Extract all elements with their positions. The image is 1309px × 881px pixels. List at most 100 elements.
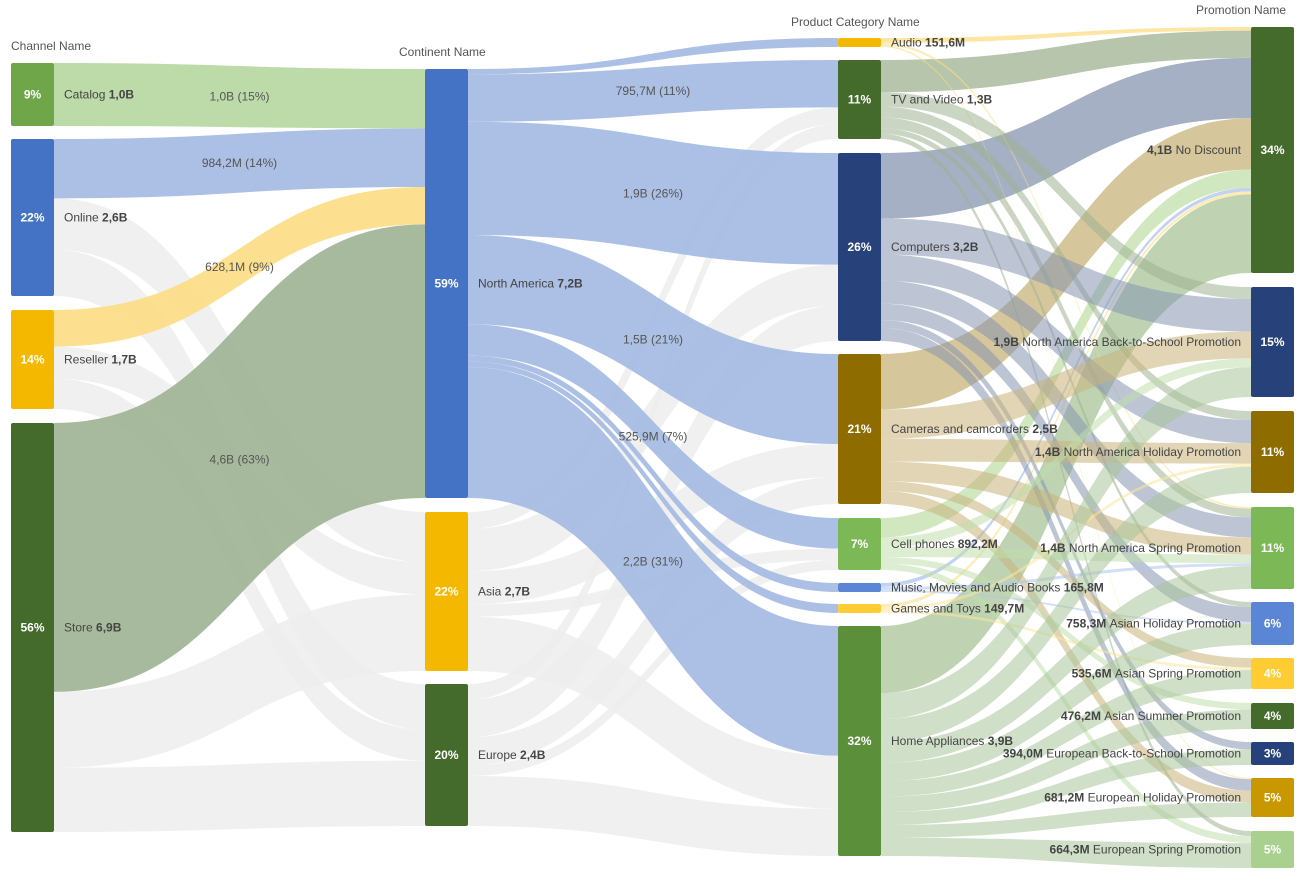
link-north_america-to-cell[interactable] bbox=[468, 324, 838, 549]
node-label-cameras: Cameras and camcorders 2,5B bbox=[891, 422, 1058, 436]
node-label-catalog: Catalog 1,0B bbox=[64, 88, 134, 102]
link-tv-to-eu_spring[interactable] bbox=[881, 133, 1251, 836]
node-pct-home: 32% bbox=[847, 734, 871, 748]
link-label-north_america-to-cell: 525,9M (7%) bbox=[619, 430, 688, 444]
link-home-to-asian_holiday[interactable] bbox=[881, 623, 1251, 782]
node-na_bts[interactable] bbox=[1251, 287, 1294, 397]
link-cameras-to-na_bts[interactable] bbox=[881, 331, 1251, 439]
link-cameras-to-eu_holiday[interactable] bbox=[881, 490, 1251, 803]
node-reseller[interactable] bbox=[11, 310, 54, 409]
link-catalog-to-north_america[interactable] bbox=[54, 63, 425, 129]
node-home[interactable] bbox=[838, 626, 881, 856]
link-home-to-eu_spring[interactable] bbox=[881, 837, 1251, 868]
link-label-north_america-to-home: 2,2B (31%) bbox=[623, 555, 683, 569]
node-pct-online: 22% bbox=[20, 211, 44, 225]
node-no_discount[interactable] bbox=[1251, 27, 1294, 273]
link-north_america-to-audio[interactable] bbox=[468, 38, 838, 75]
node-label-na_spring: 1,4B North America Spring Promotion bbox=[1040, 541, 1241, 555]
link-label-north_america-to-computers: 1,9B (26%) bbox=[623, 187, 683, 201]
link-store-to-north_america[interactable] bbox=[54, 224, 425, 692]
link-audio-to-no_discount[interactable] bbox=[881, 27, 1251, 43]
node-pct-reseller: 14% bbox=[20, 353, 44, 367]
link-north_america-to-cameras[interactable] bbox=[468, 234, 838, 444]
node-eu_spring[interactable] bbox=[1251, 831, 1294, 868]
link-store-to-europe[interactable] bbox=[54, 760, 425, 832]
node-pct-eu_spring: 5% bbox=[1264, 843, 1282, 857]
node-online[interactable] bbox=[11, 139, 54, 296]
link-tv-to-asian_holiday[interactable] bbox=[881, 128, 1251, 607]
link-reseller-to-north_america[interactable] bbox=[54, 187, 425, 347]
node-label-store: Store 6,9B bbox=[64, 621, 122, 635]
node-asian_spring[interactable] bbox=[1251, 658, 1294, 689]
node-store[interactable] bbox=[11, 423, 54, 832]
node-eu_bts[interactable] bbox=[1251, 742, 1294, 765]
node-north_america[interactable] bbox=[425, 69, 468, 498]
link-home-to-na_bts[interactable] bbox=[881, 367, 1251, 720]
node-eu_holiday[interactable] bbox=[1251, 778, 1294, 817]
link-store-to-asia[interactable] bbox=[54, 594, 425, 768]
link-home-to-eu_bts[interactable] bbox=[881, 749, 1251, 825]
link-cameras-to-na_spring[interactable] bbox=[881, 461, 1251, 555]
link-home-to-eu_holiday[interactable] bbox=[881, 802, 1251, 838]
link-cameras-to-asian_spring[interactable] bbox=[881, 481, 1251, 668]
link-cell-to-asian_summer[interactable] bbox=[881, 557, 1251, 710]
link-computers-to-na_spring[interactable] bbox=[881, 280, 1251, 538]
link-europe-to-home[interactable] bbox=[468, 775, 838, 856]
link-home-to-asian_summer[interactable] bbox=[881, 709, 1251, 813]
node-tv[interactable] bbox=[838, 60, 881, 139]
link-north_america-to-games[interactable] bbox=[468, 361, 838, 613]
node-na_spring[interactable] bbox=[1251, 507, 1294, 589]
link-tv-to-na_spring[interactable] bbox=[881, 117, 1251, 518]
link-europe-to-cell[interactable] bbox=[468, 560, 838, 776]
link-games-to-asian_spring[interactable] bbox=[881, 610, 1251, 671]
node-computers[interactable] bbox=[838, 153, 881, 341]
node-na_holiday[interactable] bbox=[1251, 411, 1294, 493]
link-home-to-asian_spring[interactable] bbox=[881, 670, 1251, 797]
links-layer bbox=[54, 27, 1251, 868]
node-cell[interactable] bbox=[838, 518, 881, 570]
node-pct-na_spring: 11% bbox=[1261, 541, 1285, 555]
column-header-promotion: Promotion Name bbox=[1196, 3, 1286, 17]
node-label-audio: Audio 151,6M bbox=[891, 36, 965, 50]
link-online-to-north_america[interactable] bbox=[54, 128, 425, 199]
node-label-home: Home Appliances 3,9B bbox=[891, 734, 1013, 748]
link-europe-to-tv[interactable] bbox=[468, 124, 838, 700]
link-north_america-to-tv[interactable] bbox=[468, 60, 838, 122]
node-pct-cameras: 21% bbox=[847, 422, 871, 436]
node-pct-eu_bts: 3% bbox=[1264, 747, 1282, 761]
link-north_america-to-music[interactable] bbox=[468, 355, 838, 592]
link-computers-to-na_bts[interactable] bbox=[881, 218, 1251, 332]
node-asia[interactable] bbox=[425, 512, 468, 671]
node-games[interactable] bbox=[838, 604, 881, 613]
link-tv-to-no_discount[interactable] bbox=[881, 30, 1251, 93]
node-catalog[interactable] bbox=[11, 63, 54, 126]
column-header-product-category: Product Category Name bbox=[791, 15, 920, 29]
link-home-to-na_holiday[interactable] bbox=[881, 466, 1251, 743]
link-computers-to-na_holiday[interactable] bbox=[881, 254, 1251, 444]
node-cameras[interactable] bbox=[838, 354, 881, 504]
node-label-games: Games and Toys 149,7M bbox=[891, 602, 1024, 616]
node-asian_summer[interactable] bbox=[1251, 703, 1294, 729]
node-label-online: Online 2,6B bbox=[64, 211, 128, 225]
link-music-to-na_spring[interactable] bbox=[881, 563, 1251, 591]
link-home-to-na_spring[interactable] bbox=[881, 566, 1251, 763]
link-label-store-to-north_america: 4,6B (63%) bbox=[209, 452, 269, 466]
column-header-channel: Channel Name bbox=[11, 39, 91, 53]
link-north_america-to-home[interactable] bbox=[468, 366, 838, 756]
node-europe[interactable] bbox=[425, 684, 468, 826]
node-music[interactable] bbox=[838, 583, 881, 592]
link-cell-to-na_bts[interactable] bbox=[881, 358, 1251, 548]
node-audio[interactable] bbox=[838, 38, 881, 47]
link-computers-to-no_discount[interactable] bbox=[881, 57, 1251, 219]
node-pct-asian_holiday: 6% bbox=[1264, 617, 1282, 631]
node-label-asian_summer: 476,2M Asian Summer Promotion bbox=[1061, 709, 1241, 723]
node-pct-tv: 11% bbox=[848, 93, 872, 107]
link-computers-to-asian_holiday[interactable] bbox=[881, 303, 1251, 622]
node-pct-catalog: 9% bbox=[24, 88, 42, 102]
node-label-na_bts: 1,9B North America Back-to-School Promot… bbox=[994, 335, 1241, 349]
node-asian_holiday[interactable] bbox=[1251, 602, 1294, 645]
link-north_america-to-computers[interactable] bbox=[468, 121, 838, 265]
node-pct-computers: 26% bbox=[847, 240, 871, 254]
link-tv-to-na_bts[interactable] bbox=[881, 92, 1251, 299]
